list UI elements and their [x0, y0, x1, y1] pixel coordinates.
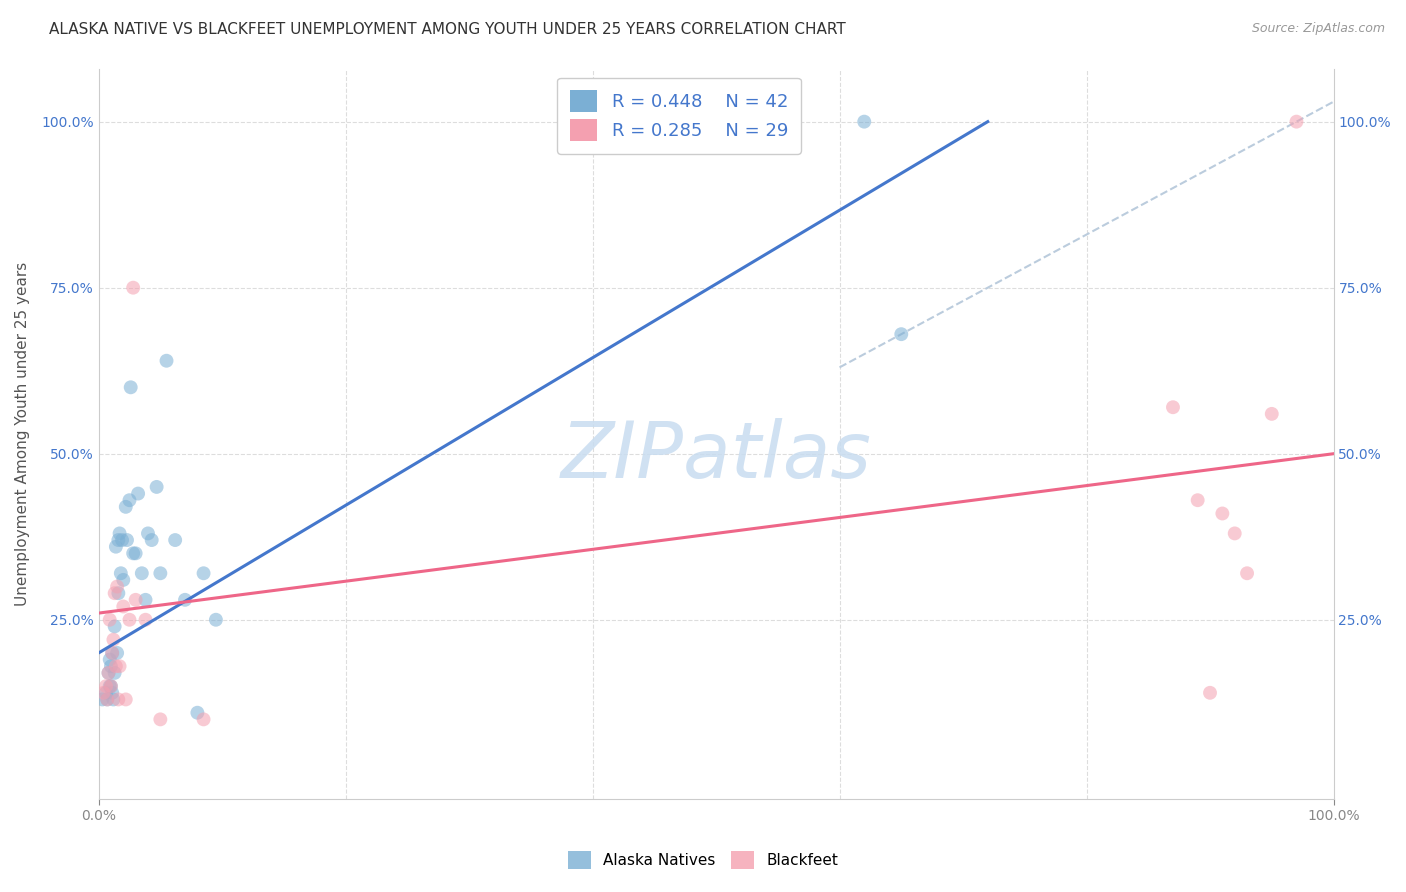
Point	[110, 566, 132, 581]
Point	[124, 592, 146, 607]
Point	[103, 632, 125, 647]
Point	[100, 659, 122, 673]
Text: ALASKA NATIVE VS BLACKFEET UNEMPLOYMENT AMONG YOUTH UNDER 25 YEARS CORRELATION C: ALASKA NATIVE VS BLACKFEET UNEMPLOYMENT …	[49, 22, 846, 37]
Point	[105, 646, 128, 660]
Point	[114, 500, 136, 514]
Point	[135, 592, 157, 607]
Point	[131, 566, 153, 581]
Point	[135, 613, 157, 627]
Point	[174, 592, 197, 607]
Point	[105, 580, 128, 594]
Point	[91, 692, 114, 706]
Legend: Alaska Natives, Blackfeet: Alaska Natives, Blackfeet	[562, 845, 844, 875]
Point	[98, 613, 121, 627]
Point	[1211, 507, 1233, 521]
Point	[104, 659, 127, 673]
Point	[112, 599, 135, 614]
Point	[136, 526, 159, 541]
Point	[97, 665, 120, 680]
Point	[96, 692, 118, 706]
Point	[118, 613, 141, 627]
Point	[107, 586, 129, 600]
Point	[853, 114, 876, 128]
Point	[120, 380, 142, 394]
Point	[100, 679, 122, 693]
Point	[145, 480, 167, 494]
Point	[205, 613, 228, 627]
Point	[98, 679, 121, 693]
Point	[103, 692, 125, 706]
Point	[111, 533, 134, 547]
Point	[94, 686, 117, 700]
Point	[104, 586, 127, 600]
Point	[155, 353, 177, 368]
Point	[104, 619, 127, 633]
Y-axis label: Unemployment Among Youth under 25 years: Unemployment Among Youth under 25 years	[15, 261, 30, 606]
Point	[127, 486, 149, 500]
Point	[101, 646, 124, 660]
Point	[1187, 493, 1209, 508]
Point	[118, 493, 141, 508]
Text: ZIPatlas: ZIPatlas	[561, 417, 872, 493]
Point	[141, 533, 163, 547]
Point	[1161, 401, 1184, 415]
Point	[96, 692, 118, 706]
Point	[1261, 407, 1284, 421]
Point	[107, 533, 129, 547]
Point	[104, 665, 127, 680]
Point	[1285, 114, 1308, 128]
Point	[94, 679, 117, 693]
Point	[193, 566, 215, 581]
Point	[1199, 686, 1222, 700]
Legend: R = 0.448    N = 42, R = 0.285    N = 29: R = 0.448 N = 42, R = 0.285 N = 29	[557, 78, 800, 154]
Point	[93, 686, 115, 700]
Point	[186, 706, 208, 720]
Point	[112, 573, 135, 587]
Text: Source: ZipAtlas.com: Source: ZipAtlas.com	[1251, 22, 1385, 36]
Point	[165, 533, 187, 547]
Point	[115, 533, 138, 547]
Point	[108, 526, 131, 541]
Point	[122, 546, 145, 560]
Point	[104, 540, 127, 554]
Point	[149, 566, 172, 581]
Point	[114, 692, 136, 706]
Point	[122, 281, 145, 295]
Point	[107, 692, 129, 706]
Point	[124, 546, 146, 560]
Point	[149, 712, 172, 726]
Point	[97, 665, 120, 680]
Point	[101, 646, 124, 660]
Point	[100, 679, 122, 693]
Point	[890, 327, 912, 342]
Point	[101, 686, 124, 700]
Point	[108, 659, 131, 673]
Point	[98, 652, 121, 666]
Point	[1223, 526, 1246, 541]
Point	[1236, 566, 1258, 581]
Point	[193, 712, 215, 726]
